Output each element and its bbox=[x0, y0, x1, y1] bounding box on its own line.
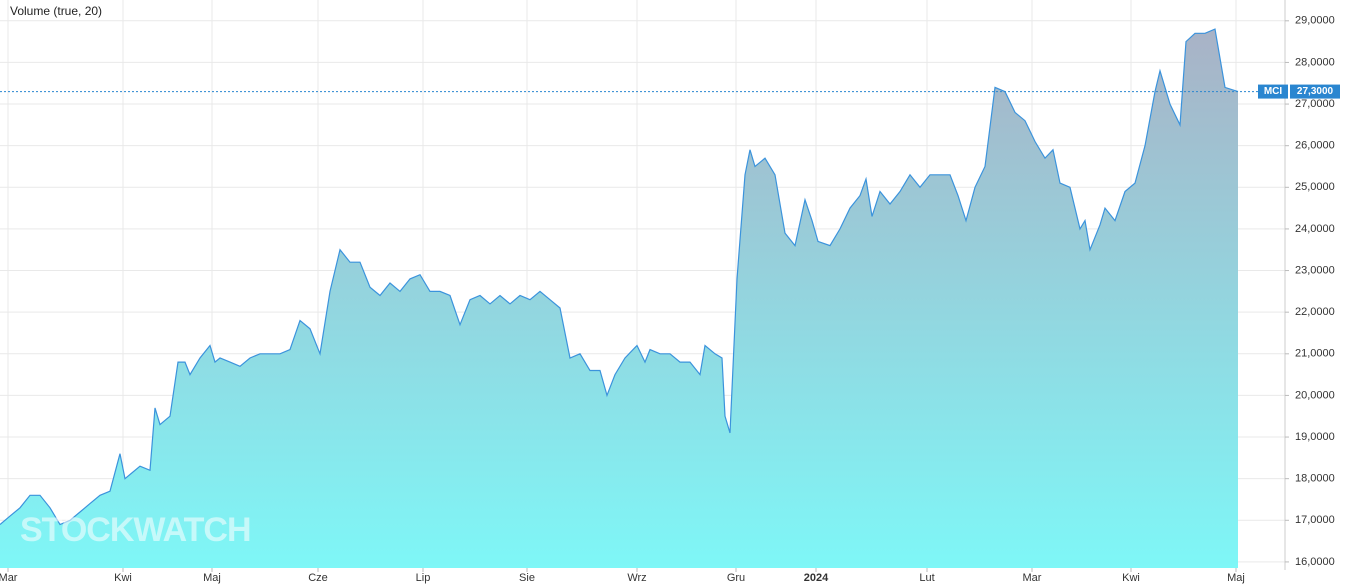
y-tick-label: 18,0000 bbox=[1295, 473, 1335, 485]
y-tick-label: 24,0000 bbox=[1295, 223, 1335, 235]
x-tick-label: Sie bbox=[519, 572, 535, 584]
x-tick-label: Kwi bbox=[1122, 572, 1140, 584]
x-tick-label: Wrz bbox=[627, 572, 646, 584]
area-fill bbox=[0, 29, 1238, 569]
y-tick-label: 25,0000 bbox=[1295, 181, 1335, 193]
plot bbox=[0, 28, 1285, 569]
y-tick-label: 26,0000 bbox=[1295, 140, 1335, 152]
x-tick-label: Mar bbox=[0, 572, 18, 584]
x-tick-label: Maj bbox=[1227, 572, 1245, 584]
y-tick-label: 19,0000 bbox=[1295, 431, 1335, 443]
y-tick-label: 22,0000 bbox=[1295, 306, 1335, 318]
x-tick-label: Maj bbox=[203, 572, 221, 584]
x-tick-label: Gru bbox=[727, 572, 745, 584]
y-tick-label: 27,0000 bbox=[1295, 98, 1335, 110]
axis: 16,0000 17,0000 18,0000 19,0000 20,0000 21,00… bbox=[0, 15, 1340, 584]
y-tick-label: 17,0000 bbox=[1295, 514, 1335, 526]
y-tick-label: 16,0000 bbox=[1295, 556, 1335, 568]
y-tick-label: 28,0000 bbox=[1295, 56, 1335, 68]
y-tick-label: 20,0000 bbox=[1295, 389, 1335, 401]
last-price-label: 27,3000 bbox=[1297, 86, 1334, 97]
symbol-box bbox=[1258, 84, 1288, 99]
y-tick-label: 29,0000 bbox=[1295, 15, 1335, 27]
x-tick-label: Lut bbox=[919, 572, 934, 584]
watermark: STOCKWATCH bbox=[20, 511, 251, 549]
x-tick-label: 2024 bbox=[804, 572, 829, 584]
x-tick-label: Cze bbox=[308, 572, 328, 584]
symbol-label: MCI bbox=[1264, 86, 1283, 97]
price-line bbox=[0, 28, 1239, 526]
x-tick-label: Lip bbox=[416, 572, 431, 584]
x-tick-label: Mar bbox=[1023, 572, 1042, 584]
x-tick-label: Kwi bbox=[114, 572, 132, 584]
indicator-label: Volume (true, 20) bbox=[10, 4, 102, 18]
last-price-box bbox=[1290, 84, 1340, 99]
y-tick-label: 23,0000 bbox=[1295, 264, 1335, 276]
y-tick-label: 21,0000 bbox=[1295, 348, 1335, 360]
